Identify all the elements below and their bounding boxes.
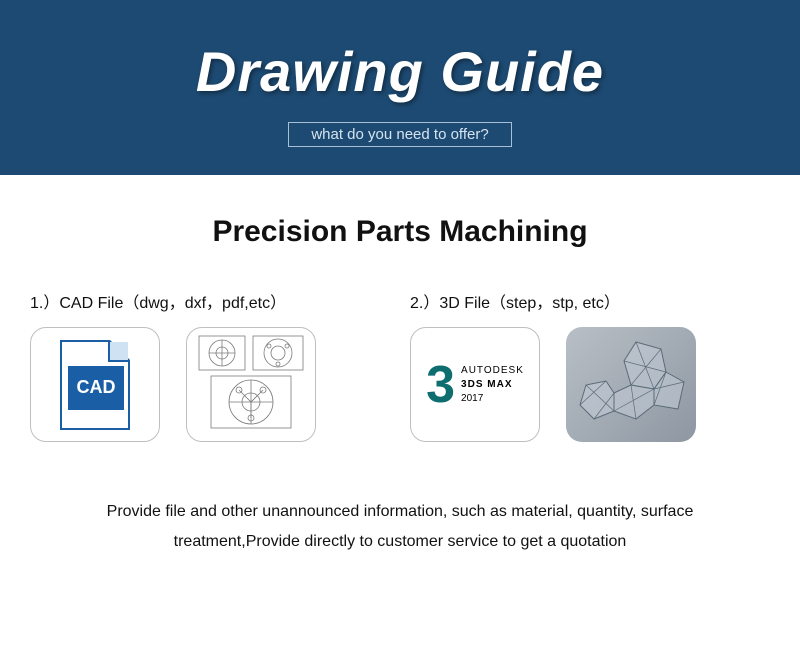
page-title: Drawing Guide xyxy=(196,39,604,104)
cad-file-column: 1.）CAD File（dwg，dxf，pdf,etc） CAD xyxy=(30,289,390,442)
3ds-max-card: 3 AUTODESK 3DS MAX 2017 xyxy=(410,327,540,442)
header-banner: Drawing Guide what do you need to offer? xyxy=(0,0,800,175)
technical-drawing-card xyxy=(186,327,316,442)
cad-column-label: 1.）CAD File（dwg，dxf，pdf,etc） xyxy=(30,289,390,313)
3d-file-column: 2.）3D File（step，stp, etc） 3 AUTODESK 3DS… xyxy=(410,289,770,442)
3d-column-label: 2.）3D File（step，stp, etc） xyxy=(410,289,770,313)
cad-file-icon-card: CAD xyxy=(30,327,160,442)
3ds-max-text: AUTODESK 3DS MAX 2017 xyxy=(461,364,524,406)
section-heading: Precision Parts Machining xyxy=(0,215,800,249)
cad-icons-group: CAD xyxy=(30,327,390,442)
file-types-row: 1.）CAD File（dwg，dxf，pdf,etc） CAD xyxy=(0,289,800,442)
3ds-max-icon: 3 AUTODESK 3DS MAX 2017 xyxy=(426,355,524,415)
footer-note: Provide file and other unannounced infor… xyxy=(0,497,800,558)
3d-pipe-card xyxy=(566,327,696,442)
3ds-max-numeral: 3 xyxy=(426,355,455,415)
cad-file-icon: CAD xyxy=(60,340,130,430)
cad-badge: CAD xyxy=(68,366,124,410)
3d-pipe-icon xyxy=(566,327,696,442)
technical-drawing-icon xyxy=(191,332,311,437)
3ds-line3: 2017 xyxy=(461,392,524,406)
3d-icons-group: 3 AUTODESK 3DS MAX 2017 xyxy=(410,327,770,442)
page-subtitle: what do you need to offer? xyxy=(288,122,511,147)
3ds-line2: 3DS MAX xyxy=(461,378,524,392)
3ds-line1: AUTODESK xyxy=(461,364,524,378)
